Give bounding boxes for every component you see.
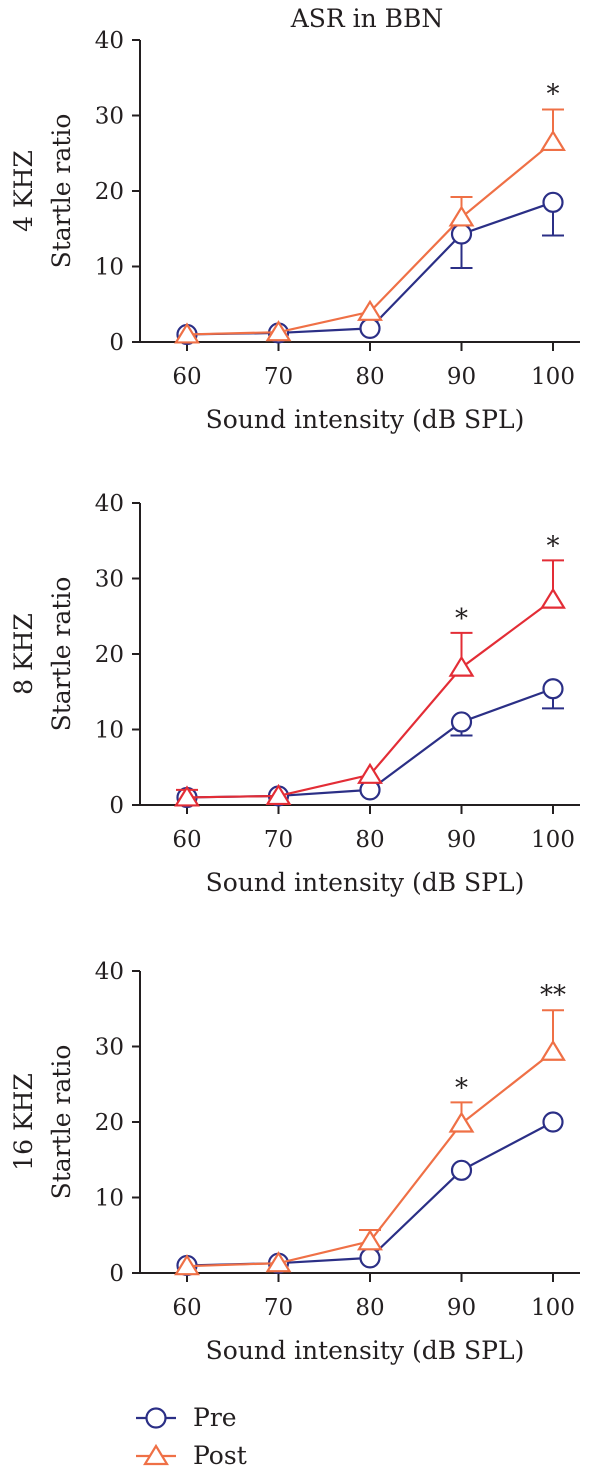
legend-label: Pre <box>193 1403 237 1432</box>
y-tick-label: 40 <box>95 959 124 985</box>
data-point <box>357 1229 383 1251</box>
x-axis-label: Sound intensity (dB SPL) <box>206 1336 525 1365</box>
data-point <box>265 320 292 342</box>
x-tick-label: 100 <box>531 364 575 390</box>
y-tick-label: 20 <box>95 179 124 205</box>
x-tick-label: 70 <box>264 364 293 390</box>
x-tick-label: 60 <box>172 364 201 390</box>
x-tick-label: 100 <box>531 1295 575 1321</box>
legend-marker <box>145 1407 167 1429</box>
y-axis-label: Startle ratio <box>47 1045 76 1200</box>
data-point <box>448 1111 475 1133</box>
data-point <box>359 317 381 340</box>
data-point <box>265 783 292 806</box>
data-point <box>540 1039 566 1061</box>
figure-title: ASR in BBN <box>290 4 444 33</box>
y-axis-label: Startle ratio <box>47 114 76 269</box>
data-point <box>450 711 473 733</box>
series-pre <box>176 1111 564 1277</box>
data-point <box>448 655 475 677</box>
y-axis-label: Startle ratio <box>47 577 76 732</box>
significance-marker: * <box>455 1073 468 1103</box>
y-tick-label: 30 <box>95 1035 124 1061</box>
data-point <box>540 587 566 609</box>
significance-marker: * <box>547 80 560 110</box>
data-point <box>174 1254 200 1276</box>
data-point <box>174 785 200 807</box>
y-tick-label: 10 <box>95 1186 124 1212</box>
x-tick-label: 90 <box>447 364 476 390</box>
series-post <box>174 1009 566 1276</box>
y-tick-label: 0 <box>109 793 124 819</box>
y-tick-label: 40 <box>95 28 124 54</box>
y-tick-label: 0 <box>109 330 124 356</box>
x-tick-label: 60 <box>172 827 201 853</box>
data-point <box>540 129 566 152</box>
panel-label: 8 KHZ <box>9 613 38 695</box>
series-post <box>174 108 566 344</box>
panel-label: 16 KHZ <box>9 1073 38 1171</box>
data-point <box>542 678 564 700</box>
x-tick-label: 80 <box>355 364 384 390</box>
legend-item-pre: Pre <box>136 1403 237 1432</box>
data-point <box>357 299 383 321</box>
data-point <box>542 191 564 213</box>
y-tick-label: 40 <box>95 491 124 517</box>
legend-label: Post <box>193 1441 247 1470</box>
data-point <box>448 205 475 227</box>
x-tick-label: 100 <box>531 827 575 853</box>
legend: Pre Post <box>136 1403 247 1470</box>
data-point <box>174 322 200 344</box>
x-tick-label: 60 <box>172 1295 201 1321</box>
data-point <box>450 223 473 245</box>
y-tick-label: 10 <box>95 255 124 281</box>
series-pre <box>176 191 564 346</box>
x-tick-label: 90 <box>447 827 476 853</box>
data-point <box>357 762 383 784</box>
x-tick-label: 70 <box>264 1295 293 1321</box>
data-point <box>542 1111 564 1133</box>
panel-label: 4 KHZ <box>9 150 38 232</box>
x-axis-label: Sound intensity (dB SPL) <box>206 405 525 434</box>
data-point <box>265 1251 292 1273</box>
y-tick-label: 30 <box>95 104 124 130</box>
legend-marker <box>143 1443 169 1466</box>
data-point <box>359 1247 381 1269</box>
y-tick-label: 0 <box>109 1261 124 1287</box>
x-tick-label: 80 <box>355 1295 384 1321</box>
series-pre <box>176 678 564 809</box>
x-tick-label: 90 <box>447 1295 476 1321</box>
y-tick-label: 20 <box>95 642 124 668</box>
x-tick-label: 80 <box>355 827 384 853</box>
significance-marker: * <box>547 531 560 561</box>
y-tick-label: 10 <box>95 718 124 744</box>
y-tick-label: 20 <box>95 1110 124 1136</box>
x-tick-label: 70 <box>264 827 293 853</box>
y-tick-label: 30 <box>95 567 124 593</box>
significance-marker: ** <box>540 981 566 1011</box>
data-point <box>450 1159 473 1181</box>
series-post <box>174 559 566 807</box>
legend-item-post: Post <box>136 1441 247 1470</box>
significance-marker: * <box>455 604 468 634</box>
x-axis-label: Sound intensity (dB SPL) <box>206 868 525 897</box>
